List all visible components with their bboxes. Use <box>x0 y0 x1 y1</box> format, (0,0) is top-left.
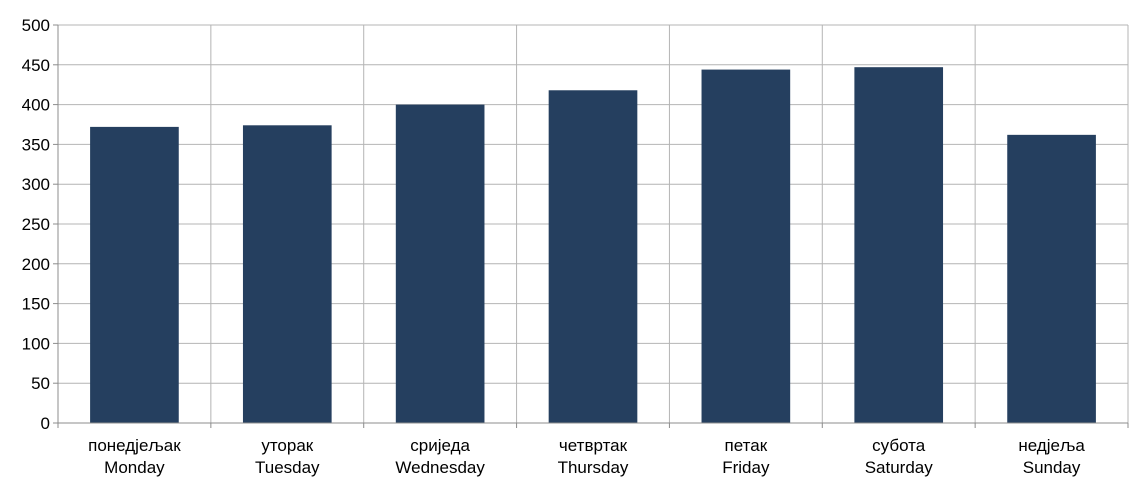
x-tick-label-english: Tuesday <box>255 458 320 477</box>
bar-tuesday <box>242 125 332 424</box>
bar-saturday <box>854 67 944 424</box>
x-tick-label-local: недјеља <box>1018 436 1085 455</box>
x-tick-label-local: петак <box>725 436 768 455</box>
x-tick-label-english: Saturday <box>865 458 934 477</box>
chart-bars <box>90 67 1096 424</box>
x-tick-label-local: понедјељак <box>88 436 181 455</box>
bar-friday <box>701 69 791 424</box>
y-tick-label: 50 <box>31 374 50 393</box>
y-tick-label: 350 <box>22 135 50 154</box>
y-tick-label: 200 <box>22 255 50 274</box>
y-tick-label: 0 <box>41 414 50 433</box>
x-tick-label-english: Sunday <box>1023 458 1081 477</box>
x-tick-label-english: Monday <box>104 458 165 477</box>
bar-wednesday <box>395 104 485 423</box>
x-tick-label-english: Friday <box>722 458 770 477</box>
y-tick-label: 100 <box>22 334 50 353</box>
bar-monday <box>90 126 179 423</box>
y-tick-label: 150 <box>22 295 50 314</box>
bar-thursday <box>548 90 638 423</box>
x-tick-label-local: уторак <box>261 436 313 455</box>
y-tick-label: 450 <box>22 56 50 75</box>
x-category-labels: понедјељак Monday уторак Tuesday сриједа Wedn… <box>88 436 1085 477</box>
x-tick-label-local: сриједа <box>410 436 470 455</box>
x-tick-label-local: четвртак <box>559 436 628 455</box>
bar-sunday <box>1007 134 1096 423</box>
y-tick-label: 300 <box>22 175 50 194</box>
y-tick-label: 500 <box>22 16 50 35</box>
y-tick-labels: 0 50 100 150 200 250 300 350 400 450 500 <box>22 16 50 433</box>
x-tick-label-english: Thursday <box>558 458 629 477</box>
x-tick-label-local: субота <box>872 436 926 455</box>
y-tick-label: 400 <box>22 96 50 115</box>
x-tick-label-english: Wednesday <box>395 458 485 477</box>
chart-axes <box>53 24 1129 428</box>
y-tick-label: 250 <box>22 215 50 234</box>
